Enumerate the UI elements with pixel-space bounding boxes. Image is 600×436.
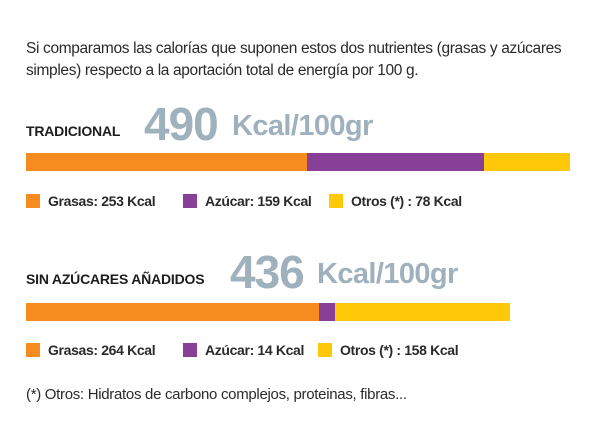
section-label-tradicional: TRADICIONAL: [26, 123, 121, 139]
legend-item-azucar: Azúcar: 159 Kcal: [183, 193, 312, 209]
unit-tradicional: Kcal/100gr: [232, 110, 373, 142]
legend-item-otros: Otros (*) : 78 Kcal: [329, 193, 462, 209]
bar-segment-grasas: [26, 303, 319, 321]
bar-segment-azucar: [307, 153, 484, 171]
legend-label-otros: Otros (*) : 158 Kcal: [340, 342, 459, 358]
footnote: (*) Otros: Hidratos de carbono complejos…: [26, 386, 407, 403]
bar-segment-otros: [335, 303, 510, 321]
swatch-azucar-icon: [183, 343, 197, 357]
intro-text: Si comparamos las calorías que suponen e…: [26, 40, 562, 79]
bar-segment-azucar: [319, 303, 335, 321]
legend-item-otros: Otros (*) : 158 Kcal: [318, 342, 459, 358]
legend-item-azucar: Azúcar: 14 Kcal: [183, 342, 304, 358]
legend-tradicional: Grasas: 253 Kcal Azúcar: 159 Kcal Otros …: [0, 193, 600, 211]
swatch-azucar-icon: [183, 194, 197, 208]
stacked-bar-sin-azucares: [26, 303, 510, 321]
bar-segment-grasas: [26, 153, 307, 171]
swatch-otros-icon: [329, 194, 343, 208]
total-kcal-sin-azucares: 436: [230, 246, 305, 298]
legend-item-grasas: Grasas: 264 Kcal: [26, 342, 156, 358]
legend-label-azucar: Azúcar: 14 Kcal: [205, 342, 305, 358]
legend-label-azucar: Azúcar: 159 Kcal: [205, 193, 312, 209]
legend-label-grasas: Grasas: 253 Kcal: [48, 193, 156, 209]
total-kcal-tradicional: 490: [144, 98, 219, 150]
unit-sin-azucares: Kcal/100gr: [317, 258, 458, 290]
bar-segment-otros: [484, 153, 570, 171]
legend-label-otros: Otros (*) : 78 Kcal: [351, 193, 462, 209]
stacked-bar-tradicional: [26, 153, 570, 171]
section-label-sin-azucares: SIN AZÚCARES AÑADIDOS: [26, 271, 205, 287]
legend-sin-azucares: Grasas: 264 Kcal Azúcar: 14 Kcal Otros (…: [0, 342, 600, 360]
swatch-otros-icon: [318, 343, 332, 357]
legend-item-grasas: Grasas: 253 Kcal: [26, 193, 156, 209]
legend-label-grasas: Grasas: 264 Kcal: [48, 342, 156, 358]
swatch-grasas-icon: [26, 194, 40, 208]
swatch-grasas-icon: [26, 343, 40, 357]
